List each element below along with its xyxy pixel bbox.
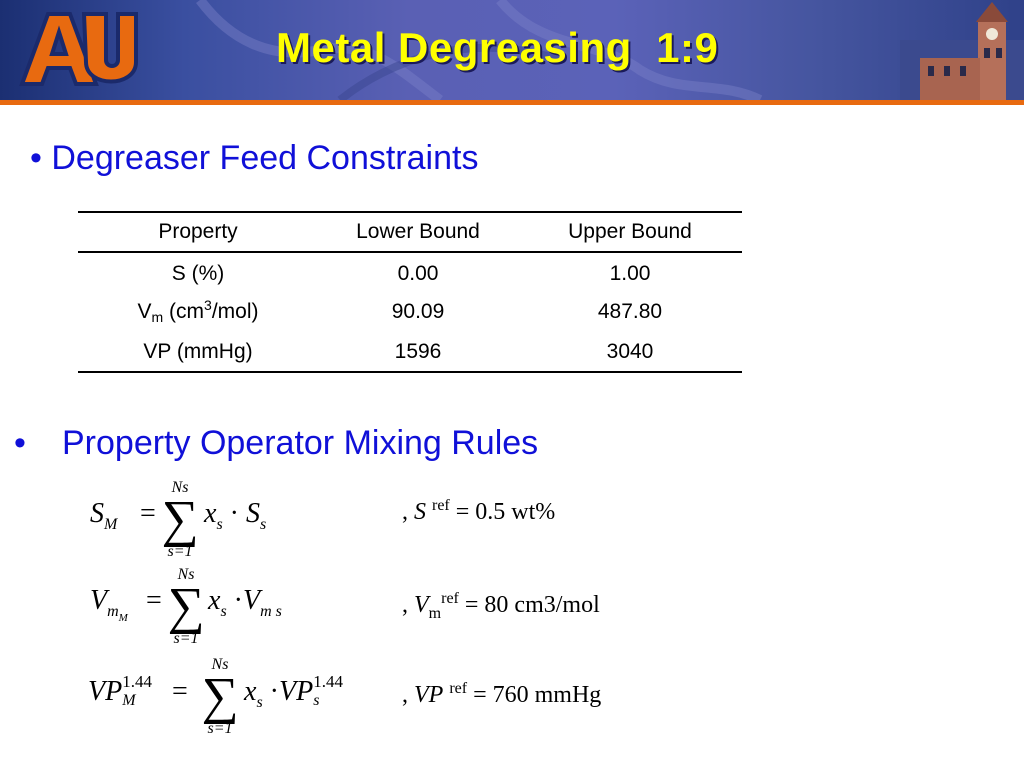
eq3-term1: x (244, 676, 257, 707)
cell-property: Vm (cm3/mol) (78, 292, 318, 332)
eq3-dot: · (269, 676, 279, 707)
eq2-term2: V (243, 585, 261, 616)
banner-decoration (196, 0, 763, 100)
eq1-ref-value: = 0.5 wt% (449, 499, 556, 525)
table-row: Vm (cm3/mol) 90.09 487.80 (78, 292, 742, 332)
eq2-sum-lower-limit: s=1 (173, 630, 199, 647)
column-header-property: Property (158, 220, 238, 243)
auburn-logo (19, 12, 138, 86)
eq3-lhs-superscript: 1.44 (122, 672, 152, 691)
eq1-ref-superscript: ref (432, 497, 450, 514)
eq3-ref-prefix: , (402, 682, 414, 708)
eq1-lhs-subscript: M (104, 516, 118, 533)
section2-heading-text: Property Operator Mixing Rules (62, 424, 539, 462)
sigma-icon: ∑ (201, 668, 239, 725)
bullet-dot: • (30, 139, 42, 177)
eq3-term1-subscript: s (256, 694, 263, 711)
equation-1-lhs: SM (90, 498, 118, 533)
eq1-term1-subscript: s (216, 516, 223, 533)
equation-3-rhs: xs ·VP s 1.44 (244, 672, 351, 711)
page-title: Metal Degreasing 1:9 (276, 24, 719, 71)
eq3-ref-symbol: VP (414, 682, 444, 708)
eq2-sum-upper-limit: Ns (177, 566, 195, 583)
section-heading-feed-constraints: • Degreaser Feed Constraints (30, 139, 478, 178)
equation-1-rhs: xs · Ss (204, 498, 267, 533)
feed-constraints-table: Property Lower Bound Upper Bound S (%) 0… (78, 211, 742, 373)
cell-property: VP (mmHg) (143, 339, 253, 363)
eq2-lhs-subsubscript: M (118, 612, 128, 624)
cell-upper-bound: 3040 (606, 339, 654, 363)
property-symbol: V (137, 300, 152, 323)
eq3-term2: VP (279, 676, 314, 707)
equation-3-reference: , VP ref = 760 mmHg (402, 680, 602, 709)
eq2-ref-symbol: V (414, 592, 429, 618)
eq1-term2-subscript: s (260, 516, 267, 533)
cell-lower-bound: 0.00 (397, 261, 439, 285)
eq1-term1: x (204, 498, 217, 529)
eq1-sum-lower-limit: s=1 (167, 543, 193, 560)
cell-lower-bound: 1596 (394, 339, 442, 363)
eq3-lhs-subscript: M (122, 692, 136, 709)
clock-tower-image (900, 2, 1024, 100)
eq1-sum-upper-limit: Ns (171, 479, 189, 496)
equation-3-summation: Ns ∑ s=1 (200, 656, 240, 738)
section1-heading-text: Degreaser Feed Constraints (51, 139, 479, 177)
property-unit-start: (cm (163, 300, 205, 323)
eq3-sum-lower-limit: s=1 (207, 720, 233, 737)
eq1-ref-symbol: S (414, 499, 426, 525)
equation-1-reference: , S ref = 0.5 wt% (402, 497, 556, 526)
cell-property: S (%) (171, 261, 225, 285)
table-header-row: Property Lower Bound Upper Bound (78, 212, 742, 252)
eq2-ref-superscript: ref (441, 590, 459, 607)
eq3-term2-subscript: s (313, 692, 320, 709)
eq1-dot: · (229, 498, 239, 529)
property-superscript: 3 (204, 297, 212, 313)
equation-2-reference: , Vmref = 80 cm3/mol (402, 590, 600, 622)
eq2-ref-subscript: m (428, 605, 442, 622)
eq2-dot: · (233, 585, 243, 616)
eq3-lhs-scripts: M 1.44 (122, 672, 160, 709)
eq1-term2: S (246, 498, 260, 529)
column-header-lower-bound: Lower Bound (356, 220, 480, 243)
eq2-ref-value: = 80 cm3/mol (458, 592, 600, 618)
eq3-ref-superscript: ref (449, 680, 468, 697)
equation-2-lhs: VmM (90, 585, 128, 624)
equation-2-rhs: xs ·Vm s (208, 585, 282, 620)
cell-lower-bound: 90.09 (391, 300, 445, 323)
equation-1-equals: = (140, 498, 156, 529)
equation-2-summation: Ns ∑ s=1 (166, 566, 206, 648)
column-header-upper-bound: Upper Bound (568, 220, 692, 243)
cell-upper-bound: 487.80 (597, 300, 663, 323)
eq2-ref-prefix: , (402, 592, 414, 618)
eq3-term2-scripts: s 1.44 (313, 672, 351, 709)
section-heading-mixing-rules: • Property Operator Mixing Rules (14, 424, 538, 463)
equation-1-summation: Ns ∑ s=1 (160, 479, 200, 561)
eq3-term2-superscript: 1.44 (313, 672, 343, 691)
banner-accent-stripe (0, 100, 1024, 105)
header-banner: Metal Degreasing 1:9 (0, 0, 1024, 100)
eq3-sum-upper-limit: Ns (211, 656, 229, 673)
eq2-term2-subscript: m s (260, 603, 282, 620)
eq2-lhs-symbol: V (90, 585, 108, 616)
cell-upper-bound: 1.00 (609, 261, 651, 285)
eq1-lhs-symbol: S (90, 498, 104, 529)
table-row: VP (mmHg) 1596 3040 (78, 332, 742, 372)
eq1-ref-prefix: , (402, 499, 414, 525)
bullet-dot: • (14, 424, 26, 462)
eq3-lhs-symbol: VP (88, 676, 123, 707)
equation-3-equals: = (172, 676, 188, 707)
property-subscript: m (151, 309, 164, 325)
eq2-lhs-subscript: m (107, 603, 119, 620)
eq3-ref-value: = 760 mmHg (467, 682, 602, 708)
eq2-term1: x (208, 585, 221, 616)
sigma-icon: ∑ (161, 491, 199, 548)
property-unit-end: /mol) (211, 300, 259, 323)
eq2-term1-subscript: s (220, 603, 227, 620)
equation-2-equals: = (146, 585, 162, 616)
table-row: S (%) 0.00 1.00 (78, 252, 742, 292)
equation-3-lhs: VP M 1.44 (88, 672, 160, 709)
sigma-icon: ∑ (167, 578, 205, 635)
